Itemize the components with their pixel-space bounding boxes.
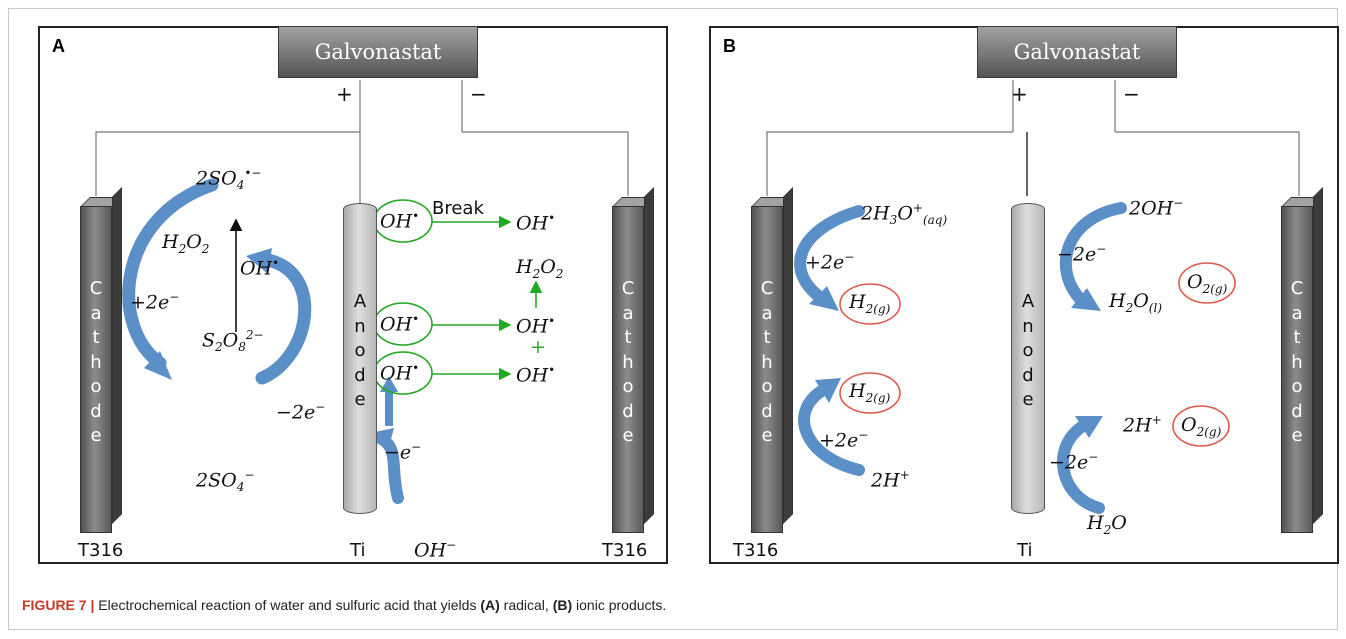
species-oh-radical: OH• — [240, 256, 280, 280]
blue-arrow-h2o — [1057, 420, 1105, 514]
species-o2g: O2(g) — [1181, 414, 1222, 439]
minus-terminal: − — [470, 82, 487, 106]
blue-arrow-hplus — [798, 384, 865, 476]
electron-gain: +2e− — [819, 428, 869, 452]
h2g-circle-1 — [839, 283, 901, 325]
galvanostat-box: Galvonastat — [278, 26, 478, 78]
electron-loss-single: −e− — [384, 440, 422, 464]
wire-right — [1114, 80, 1300, 196]
species-h-plus: 2H+ — [1123, 413, 1162, 437]
species-oh-minus: 2OH− — [1129, 196, 1184, 220]
electron-loss: −2e− — [1057, 242, 1107, 266]
o2g-circle-2 — [1172, 405, 1230, 447]
species-h2o-l: H2O(l) — [1109, 290, 1162, 315]
wire-right — [461, 80, 629, 196]
material-right: T316 — [602, 540, 648, 561]
panel-letter: A — [52, 36, 65, 56]
species-h2o: H2O — [1087, 512, 1127, 537]
species-s2o8: S2O82− — [202, 328, 264, 355]
material-left: T316 — [733, 540, 779, 561]
electron-gain: +2e− — [805, 250, 855, 274]
oh-radical-product: OH• — [516, 314, 556, 338]
caption-ref-b: (B) — [552, 597, 573, 613]
material-center: Ti — [350, 540, 366, 561]
plus-terminal: + — [336, 82, 353, 106]
species-h2o2-product: H2O2 — [516, 256, 564, 281]
green-plus: + — [530, 336, 546, 358]
species-o2g: O2(g) — [1187, 271, 1228, 296]
species-h3o: 2H3O+(aq) — [861, 201, 948, 228]
oh-radical-product: OH• — [516, 211, 556, 235]
oh-radical-circled: OH• — [380, 209, 420, 233]
blue-arrow-h3o — [794, 205, 865, 304]
panel-b-drawing — [766, 80, 1300, 514]
caption-text: ionic products. — [572, 597, 667, 613]
species-h2g: H2(g) — [849, 380, 891, 405]
species-h-plus: 2H+ — [871, 468, 910, 492]
blue-arrow-oxidation — [255, 253, 312, 385]
break-label: Break — [432, 198, 484, 219]
panel-letter: B — [723, 36, 736, 56]
species-oh-minus: OH− — [414, 538, 457, 562]
wire-left — [766, 80, 1014, 196]
figure-caption: FIGURE 7 | Electrochemical reaction of w… — [22, 597, 666, 613]
o2g-circle-1 — [1178, 262, 1236, 304]
electron-gain: +2e− — [130, 290, 180, 314]
caption-text: radical, — [499, 597, 553, 613]
blue-arrow-cathode — [122, 178, 219, 370]
material-center: Ti — [1017, 540, 1033, 561]
oh-radical-circled: OH• — [380, 312, 420, 336]
caption-ref-a: (A) — [480, 597, 500, 613]
plus-terminal: + — [1011, 82, 1028, 106]
blue-arrow-oh — [1059, 202, 1127, 306]
electron-loss: −2e− — [276, 400, 326, 424]
species-so4-radical: 2SO4•− — [196, 166, 262, 193]
electron-loss: −2e− — [1049, 450, 1099, 474]
figure-label: FIGURE 7 | — [22, 597, 95, 613]
oh-radical-circled: OH• — [380, 361, 420, 385]
galvanostat-box: Galvonastat — [977, 26, 1177, 78]
material-left: T316 — [78, 540, 124, 561]
species-so4-minus: 2SO4− — [196, 468, 255, 495]
species-h2o2: H2O2 — [162, 231, 210, 256]
h2g-circle-2 — [839, 372, 901, 414]
oh-radical-product: OH• — [516, 363, 556, 387]
species-h2g: H2(g) — [849, 291, 891, 316]
minus-terminal: − — [1123, 82, 1140, 106]
caption-text: Electrochemical reaction of water and su… — [94, 597, 481, 613]
